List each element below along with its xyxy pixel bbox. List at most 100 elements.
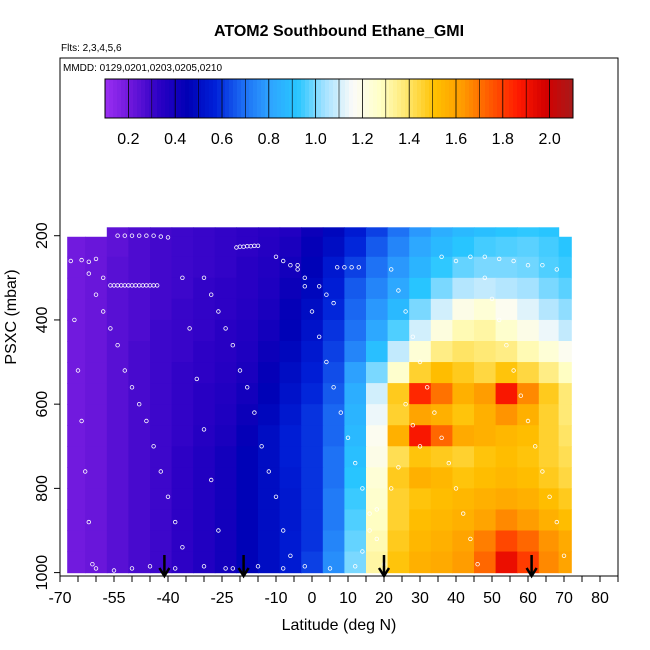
heatmap-cell — [495, 362, 518, 384]
heatmap-cell — [538, 277, 560, 300]
heatmap-cell — [85, 277, 108, 300]
colorbar-segment — [473, 79, 478, 118]
heatmap-cell — [409, 467, 432, 489]
heatmap-cell — [150, 362, 173, 384]
heatmap-cell — [517, 551, 540, 574]
heatmap-cell — [558, 551, 572, 574]
heatmap-cell — [106, 467, 129, 489]
heatmap-cell — [193, 298, 216, 321]
sample-point — [504, 343, 509, 348]
colorbar-segment — [329, 79, 334, 118]
heatmap-cell — [214, 404, 237, 426]
colorbar-segment — [217, 79, 222, 118]
flights-label: Flts: 2,3,4,5,6 — [61, 43, 122, 54]
sample-point — [201, 564, 207, 569]
y-tick-label: 600 — [34, 391, 51, 418]
heatmap-cell — [150, 341, 173, 363]
heatmap-cell — [517, 425, 540, 447]
sample-point — [288, 263, 293, 268]
sample-point — [86, 271, 91, 276]
heatmap-cell — [214, 383, 237, 405]
heatmap-cell — [538, 425, 560, 447]
heatmap-cell — [474, 362, 497, 384]
heatmap-cell — [344, 341, 367, 363]
heatmap-cell — [387, 298, 410, 321]
sample-point — [208, 477, 214, 483]
heatmap-cell — [258, 298, 281, 321]
sample-point — [533, 444, 538, 449]
sample-point — [453, 486, 459, 491]
heatmap-cell — [193, 509, 216, 532]
heatmap-cell — [558, 277, 572, 300]
sample-point — [172, 519, 178, 525]
heatmap-cell — [150, 467, 173, 489]
heatmap-cell — [495, 467, 518, 489]
sample-point — [259, 444, 264, 449]
heatmap-cell — [128, 530, 151, 553]
colorbar-segment — [193, 79, 198, 118]
colorbar-segment — [253, 79, 258, 118]
heatmap-cell — [128, 236, 151, 258]
sample-point — [374, 536, 379, 542]
sample-point — [122, 233, 127, 238]
colorbar-segment — [557, 79, 562, 118]
heatmap-cell — [409, 404, 432, 426]
y-tick-label: 400 — [34, 306, 51, 333]
heatmap-cell — [517, 319, 540, 342]
heatmap-cell — [538, 236, 560, 258]
colorbar-segment — [453, 79, 458, 118]
colorbar-segment — [457, 79, 462, 118]
heatmap-cell — [214, 227, 237, 238]
heatmap-cell — [85, 236, 108, 258]
sample-points-layer — [68, 233, 567, 573]
sample-point — [417, 359, 423, 365]
heatmap-cell — [538, 509, 560, 532]
heatmap-cell — [366, 446, 389, 468]
colorbar-segment — [309, 79, 314, 118]
colorbar-segment — [221, 79, 226, 118]
heatmap-cell — [171, 530, 194, 553]
heatmap-cell — [150, 404, 173, 426]
colorbar-segment — [297, 79, 302, 118]
colorbar-segment — [469, 79, 474, 118]
heatmap-cell — [171, 341, 194, 363]
heatmap-cell — [106, 425, 129, 447]
heatmap-cell — [387, 383, 410, 405]
sample-point — [367, 511, 372, 516]
heatmap-cell — [214, 256, 237, 279]
heatmap-cell — [495, 404, 518, 426]
heatmap-cell — [387, 530, 410, 553]
dates-label: MMDD: 0129,0201,0203,0205,0210 — [63, 63, 222, 74]
heatmap-cell — [344, 256, 367, 279]
sample-point — [396, 288, 401, 293]
colorbar-segment — [377, 79, 382, 118]
colorbar-segment — [137, 79, 142, 118]
colorbar-segment — [405, 79, 410, 118]
sample-point — [223, 566, 228, 571]
heatmap-cell — [279, 277, 302, 300]
sample-point — [237, 368, 243, 373]
heatmap-cell — [301, 362, 324, 384]
sample-point — [432, 410, 437, 415]
sample-point — [335, 265, 340, 270]
heatmap-cell — [322, 227, 345, 238]
colorbar-segment — [225, 79, 230, 118]
heatmap-cell — [495, 425, 518, 447]
heatmap-cell — [430, 530, 453, 553]
heatmap-cell — [430, 551, 453, 574]
heatmap-cell — [128, 467, 151, 489]
sample-point — [410, 334, 415, 339]
heatmap-cell — [517, 362, 540, 384]
heatmap-cell — [538, 383, 560, 405]
colorbar-segment — [169, 79, 174, 118]
colorbar-segment — [353, 79, 358, 118]
heatmap-cell — [409, 425, 432, 447]
colorbar-segment — [265, 79, 270, 118]
sample-point — [356, 265, 361, 270]
sample-point — [151, 233, 156, 238]
heatmap-cell — [193, 341, 216, 363]
colorbar-segment — [569, 79, 574, 118]
heatmap-cell — [214, 319, 237, 342]
sample-point — [115, 233, 120, 238]
heatmap-cell — [409, 530, 432, 553]
